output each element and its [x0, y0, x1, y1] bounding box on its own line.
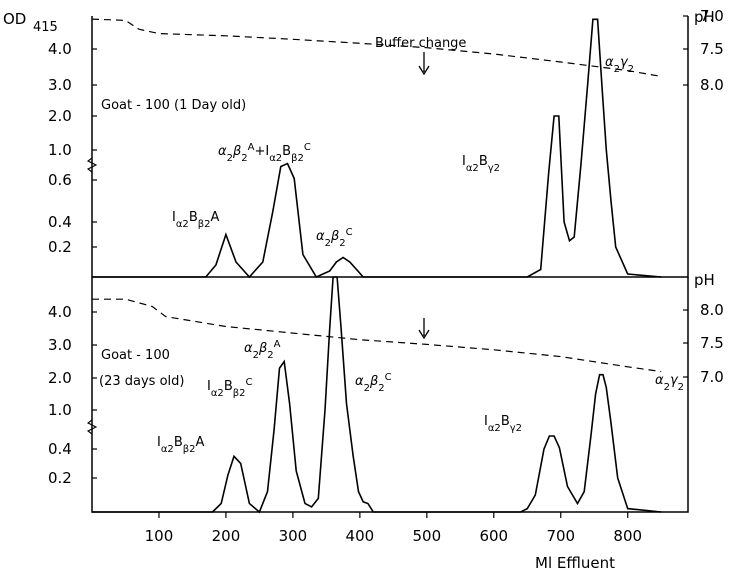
od-tick-label-2-4: 0.4 [48, 440, 72, 458]
sample-label-lower-line2: (23 days old) [99, 374, 184, 389]
upper-panel-frame [91, 16, 689, 278]
peak-label-i-a2b-g2-upper: Iα2Bγ2 [462, 154, 500, 174]
buffer-change-label: Buffer change [375, 36, 466, 51]
ph-tick-label-1-1: 7.5 [700, 40, 724, 58]
x-tick-label-4: 500 [413, 527, 442, 545]
peak-label-a2g2-upper: α2γ2 [605, 55, 634, 75]
peak-label-a2b2a-lower: α2β2A [244, 339, 281, 361]
lower-panel-frame [91, 277, 689, 513]
buffer-change-arrow [418, 52, 430, 76]
peak-label-a2g2-lower: α2γ2 [655, 373, 684, 393]
x-axis-label: Ml Effluent [535, 554, 615, 572]
ph-tick-label-2-0: 8.0 [700, 301, 724, 319]
x-tick-label-0: 100 [145, 527, 174, 545]
peak-label-a2b2c-upper: α2β2C [316, 227, 353, 249]
ph-axis-label-lower: pH [694, 271, 715, 289]
x-tick-label-6: 700 [546, 527, 575, 545]
peak-label-i-a2b-b2a-lower: Iα2Bβ2A [157, 435, 204, 455]
od-tick-label-1-1: 3.0 [48, 76, 72, 94]
peak-label-a2b2c-lower: α2β2C [355, 372, 392, 394]
x-tick-label-5: 600 [479, 527, 508, 545]
od-axis-label-sub: 415 [33, 20, 58, 35]
od-tick-label-1-0: 4.0 [48, 40, 72, 58]
od-tick-label-2-5: 0.2 [48, 469, 72, 487]
sample-label-lower-line1: Goat - 100 [101, 348, 170, 363]
chart-marks: 4.0 3.0 2.0 1.0 0.6 0.4 0.2 8.0 7.5 7.0 4.0 3.0 2.0 1… [48, 7, 724, 545]
x-tick-label-1: 200 [212, 527, 241, 545]
ph-axis-label-upper: pH [694, 8, 715, 26]
ph-line-2 [92, 298, 662, 373]
peak-label-a2b2a-plus-i-a2b-b2c-upper: α2β2A+Iα2Bβ2C [218, 142, 311, 164]
x-tick-label-7: 800 [613, 527, 642, 545]
buffer-change-arrow-lower [418, 318, 430, 340]
od-tick-label-2-2: 2.0 [48, 369, 72, 387]
ph-tick-label-1-0: 8.0 [700, 76, 724, 94]
od-tick-label-1-5: 0.4 [48, 213, 72, 231]
axis-break-1 [86, 157, 98, 173]
od-tick-label-1-3: 1.0 [48, 141, 72, 159]
od-trace-1 [92, 18, 662, 279]
x-tick-label-2: 300 [279, 527, 308, 545]
od-tick-label-1-4: 0.6 [48, 171, 72, 189]
ph-tick-label-2-2: 7.0 [700, 368, 724, 386]
x-tick-label-3: 400 [346, 527, 375, 545]
od-tick-label-1-6: 0.2 [48, 238, 72, 256]
axis-break-2 [86, 419, 98, 435]
od-tick-label-2-0: 4.0 [48, 303, 72, 321]
od-tick-label-2-1: 3.0 [48, 336, 72, 354]
od-tick-label-1-2: 2.0 [48, 107, 72, 125]
od-trace-2 [92, 276, 662, 514]
peak-label-i-a2b-b2c-lower: Iα2Bβ2C [207, 377, 252, 399]
sample-label-upper: Goat - 100 (1 Day old) [101, 98, 246, 113]
ph-tick-label-1-2: 7.0 [700, 7, 724, 25]
od-tick-label-2-3: 1.0 [48, 401, 72, 419]
peak-label-i-a2b-g2-lower: Iα2Bγ2 [484, 414, 522, 434]
peak-label-i-a2b-b2a-upper: Iα2Bβ2A [172, 210, 219, 230]
ph-tick-label-2-1: 7.5 [700, 334, 724, 352]
od-axis-label: OD [3, 10, 26, 28]
ph-line-1 [91, 18, 662, 77]
